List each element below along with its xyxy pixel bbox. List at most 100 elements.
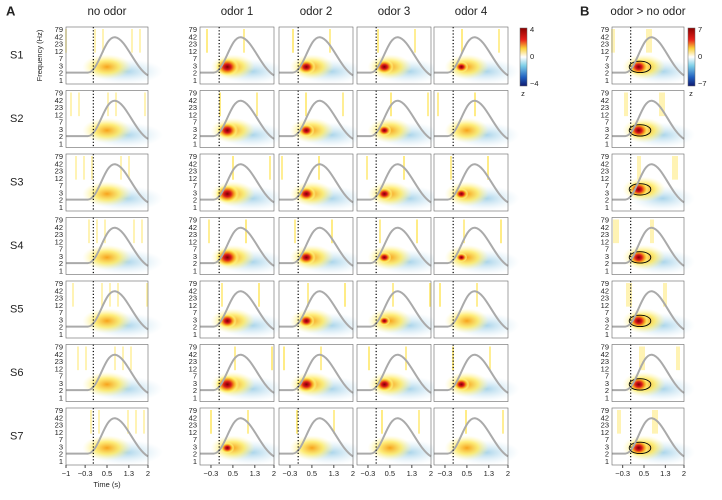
y-tick-label: 12 <box>55 364 63 373</box>
y-tick-label: 79 <box>601 25 609 34</box>
tf-panel <box>611 90 696 148</box>
y-tick-label: 79 <box>189 152 197 161</box>
y-tick-label: 3 <box>193 61 197 70</box>
tf-panel <box>199 344 286 402</box>
warm-region <box>289 435 335 461</box>
y-tick-label: 2 <box>605 196 609 205</box>
x-tick-label: 1.3 <box>484 469 494 478</box>
x-tick-label: 2 <box>506 469 510 478</box>
y-tick-label: 79 <box>601 342 609 351</box>
x-tick-label: 0.5 <box>228 469 238 478</box>
y-tick-label: 12 <box>189 174 197 183</box>
x-tick-label: −0.3 <box>204 469 219 478</box>
y-tick-label: 79 <box>189 406 197 415</box>
panel-frame <box>199 280 275 339</box>
tf-panel <box>611 407 696 466</box>
panel-frame <box>65 217 149 275</box>
hot-region <box>216 122 239 139</box>
column-title: odor 4 <box>455 6 488 18</box>
column-title: odor 1 <box>221 6 254 18</box>
tf-panel <box>356 344 443 402</box>
y-tick-label: 3 <box>605 125 609 134</box>
colorbar-label: 4 <box>530 25 534 34</box>
row-label: S4 <box>10 240 23 252</box>
y-tick-label: 42 <box>601 159 609 168</box>
hot-region <box>215 375 240 394</box>
panel-frame <box>65 344 149 402</box>
y-tick-label: 42 <box>601 32 609 41</box>
panel-frame <box>611 344 685 402</box>
y-tick-label: 1 <box>605 203 609 212</box>
warm-region <box>82 435 132 461</box>
y-tick-label: 7 <box>59 435 63 444</box>
tf-panel <box>611 153 696 212</box>
y-tick-label: 42 <box>55 96 63 105</box>
y-tick-label: 12 <box>55 237 63 246</box>
warm-region <box>82 181 132 207</box>
y-tick-label: 1 <box>605 139 609 148</box>
hot-region <box>377 251 392 263</box>
panel-frame <box>356 407 432 466</box>
tf-panel <box>65 280 164 339</box>
colorbar <box>519 27 528 87</box>
panel-frame <box>433 153 509 212</box>
contour <box>628 251 652 264</box>
colorbar-label: 0 <box>698 52 702 61</box>
x-tick-label: 1.3 <box>407 469 417 478</box>
hot-region <box>220 442 235 454</box>
warm-region <box>444 117 490 143</box>
y-tick-label: 12 <box>601 301 609 310</box>
tf-panel <box>65 26 164 85</box>
row-label: S5 <box>10 303 23 315</box>
y-tick-label: 12 <box>601 237 609 246</box>
panel-frame <box>356 90 432 148</box>
y-tick-label: 23 <box>189 294 197 303</box>
x-tick-label: 2 <box>146 469 150 478</box>
y-tick-label: 23 <box>55 103 63 112</box>
y-tick-label: 7 <box>59 308 63 317</box>
y-tick-label: 12 <box>189 364 197 373</box>
y-tick-label: 3 <box>59 379 63 388</box>
y-tick-label: 79 <box>189 25 197 34</box>
tf-panel <box>65 90 164 148</box>
panel-frame <box>356 344 432 402</box>
x-tick-label: 0.5 <box>639 469 649 478</box>
colorbar-label: 7 <box>698 25 702 34</box>
y-tick-label: 3 <box>605 315 609 324</box>
panel-frame <box>356 217 432 275</box>
y-tick-label: 12 <box>601 47 609 56</box>
x-tick-label: 2 <box>682 469 686 478</box>
tf-panel <box>433 407 520 466</box>
y-tick-label: 23 <box>55 421 63 430</box>
y-tick-label: 1 <box>605 266 609 275</box>
y-tick-label: 23 <box>189 357 197 366</box>
y-tick-label: 2 <box>193 69 197 78</box>
y-tick-label: 79 <box>189 215 197 224</box>
panel-frame <box>433 90 509 148</box>
y-tick-label: 42 <box>189 159 197 168</box>
tf-panel <box>433 344 520 402</box>
y-tick-label: 12 <box>55 301 63 310</box>
y-tick-label: 7 <box>59 118 63 127</box>
colorbar-label: −4 <box>530 79 539 88</box>
y-tick-label: 2 <box>605 132 609 141</box>
column-title: odor 2 <box>300 6 333 18</box>
contour <box>628 124 652 137</box>
colorbar-label: 0 <box>530 52 534 61</box>
tf-panel <box>611 344 696 402</box>
y-tick-label: 79 <box>55 88 63 97</box>
contour <box>628 60 652 74</box>
y-tick-label: 79 <box>189 88 197 97</box>
y-tick-label: 7 <box>193 54 197 63</box>
y-tick-label: 12 <box>601 174 609 183</box>
y-tick-label: 12 <box>601 428 609 437</box>
panel-frame <box>65 280 149 339</box>
tf-panel <box>278 153 365 212</box>
y-tick-label: 1 <box>193 76 197 85</box>
hot-region <box>215 184 240 204</box>
y-tick-label: 12 <box>601 110 609 119</box>
y-tick-label: 7 <box>193 245 197 254</box>
tf-panel <box>65 344 164 402</box>
y-tick-label: 79 <box>601 406 609 415</box>
panel-frame <box>65 26 149 85</box>
